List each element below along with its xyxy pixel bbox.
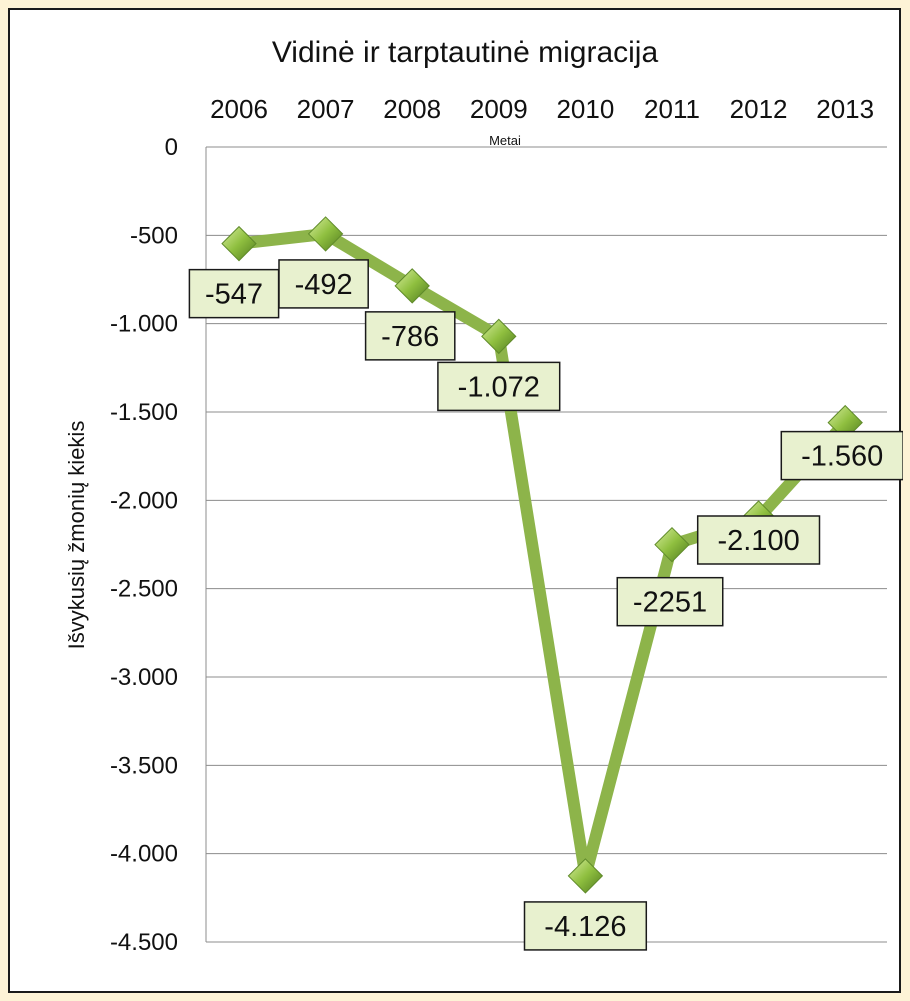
- data-label-text: -492: [295, 269, 353, 301]
- data-point-marker: [481, 318, 517, 355]
- y-tick-label: -4.000: [110, 841, 178, 868]
- y-tick-label: -500: [130, 222, 178, 249]
- data-label: -547: [188, 268, 280, 319]
- data-label-text: -547: [205, 279, 263, 311]
- data-label-text: -786: [381, 321, 439, 353]
- series-markers: [221, 216, 863, 894]
- data-point-marker: [567, 858, 604, 894]
- x-tick-label: 2007: [297, 94, 355, 124]
- data-point-marker: [221, 225, 257, 262]
- data-label-box: [188, 268, 280, 319]
- x-tick-label: 2010: [556, 94, 614, 124]
- data-label-text: -2251: [633, 587, 707, 619]
- chart-frame: Vidinė ir tarptautinė migracija Metai Iš…: [8, 8, 903, 993]
- x-axis-ticks: 2006 2007 2008 2009 2010 2011 2012 2013: [210, 94, 874, 124]
- data-label-box: [616, 576, 724, 627]
- data-label-box: [437, 361, 561, 412]
- y-tick-label: -3.500: [110, 752, 178, 779]
- y-tick-label: 0: [165, 134, 178, 161]
- y-axis-label: Išvykusių žmonių kiekis: [64, 421, 89, 650]
- data-label: -492: [278, 259, 369, 309]
- data-label-text: -1.072: [458, 371, 540, 403]
- data-label: -4.126: [523, 901, 648, 951]
- data-point-marker: [654, 526, 690, 563]
- y-tick-label: -4.500: [110, 929, 178, 956]
- data-point-marker: [394, 268, 430, 304]
- y-tick-label: -1.000: [110, 311, 178, 338]
- x-tick-label: 2009: [470, 94, 528, 124]
- y-axis-ticks: 0 -500 -1.000 -1.500 -2.000 -2.500 -3.000 -3.50…: [110, 134, 178, 956]
- x-tick-label: 2013: [816, 94, 874, 124]
- data-labels: -547 -492 -786 -1.072 -4.126 -2251 -2.100 -1.56…: [188, 259, 903, 951]
- data-label-box: [364, 311, 456, 361]
- chart-title: Vidinė ir tarptautinė migracija: [272, 36, 659, 69]
- x-tick-label: 2011: [644, 94, 700, 124]
- x-tick-label: 2008: [383, 94, 441, 124]
- chart-svg: Vidinė ir tarptautinė migracija Metai Iš…: [64, 36, 903, 956]
- x-axis-label: Metai: [489, 133, 521, 148]
- data-label-box: [780, 430, 903, 481]
- data-label: -1.560: [780, 430, 903, 481]
- data-label: -2251: [616, 576, 724, 627]
- data-label: -2.100: [696, 515, 821, 565]
- x-tick-label: 2006: [210, 94, 268, 124]
- data-label-box: [523, 901, 648, 951]
- data-label: -786: [364, 311, 456, 361]
- data-label-text: -2.100: [717, 525, 799, 557]
- data-label-box: [696, 515, 821, 565]
- data-label: -1.072: [437, 361, 561, 412]
- data-label-text: -4.126: [544, 911, 626, 943]
- y-tick-label: -2.000: [110, 487, 178, 514]
- data-label-box: [278, 259, 369, 309]
- x-tick-label: 2012: [730, 94, 788, 124]
- y-tick-label: -1.500: [110, 399, 178, 426]
- data-point-marker: [307, 216, 344, 252]
- y-tick-label: -2.500: [110, 576, 178, 603]
- y-tick-label: -3.000: [110, 664, 178, 691]
- data-label-text: -1.560: [801, 441, 883, 473]
